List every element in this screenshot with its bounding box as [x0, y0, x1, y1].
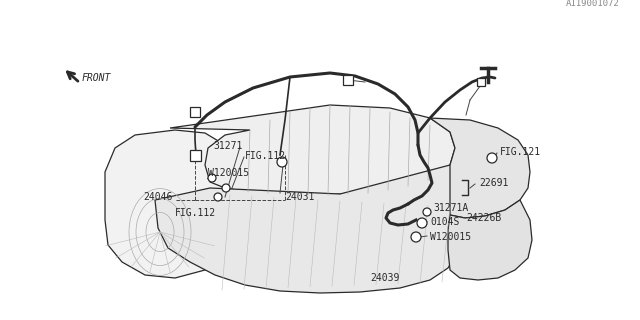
Text: FIG.112: FIG.112: [175, 208, 216, 218]
Text: 24046: 24046: [143, 192, 172, 202]
Circle shape: [417, 218, 427, 228]
Text: 22691: 22691: [479, 178, 508, 188]
Circle shape: [222, 184, 230, 192]
Circle shape: [423, 208, 431, 216]
Circle shape: [411, 232, 421, 242]
Text: W120015: W120015: [208, 168, 249, 178]
Bar: [189, 149, 200, 161]
Text: 0104S: 0104S: [430, 217, 460, 227]
Text: 31271A: 31271A: [433, 203, 468, 213]
Text: FRONT: FRONT: [82, 73, 111, 83]
Text: 24039: 24039: [370, 273, 399, 283]
Circle shape: [214, 193, 222, 201]
Text: 24031: 24031: [285, 192, 314, 202]
Polygon shape: [155, 165, 465, 293]
Polygon shape: [170, 105, 455, 196]
Text: W120015: W120015: [430, 232, 471, 242]
Circle shape: [487, 153, 497, 163]
Polygon shape: [430, 118, 530, 218]
Text: 24226B: 24226B: [466, 213, 501, 223]
Text: 31271: 31271: [213, 141, 243, 151]
Polygon shape: [105, 130, 233, 278]
Circle shape: [277, 157, 287, 167]
Bar: [343, 75, 353, 85]
Bar: [190, 107, 200, 117]
Text: FIG.121: FIG.121: [500, 147, 541, 157]
Bar: [477, 78, 485, 86]
Polygon shape: [448, 200, 532, 280]
Circle shape: [208, 174, 216, 182]
Text: FIG.112: FIG.112: [245, 151, 286, 161]
Text: A119001072: A119001072: [566, 0, 620, 8]
